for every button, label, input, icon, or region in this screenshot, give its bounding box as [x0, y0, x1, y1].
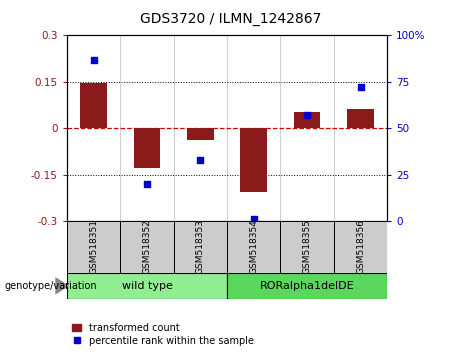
Text: GDS3720 / ILMN_1242867: GDS3720 / ILMN_1242867 — [140, 12, 321, 27]
Text: GSM518351: GSM518351 — [89, 219, 98, 274]
Bar — [67, 273, 227, 299]
Text: genotype/variation: genotype/variation — [5, 281, 97, 291]
Bar — [187, 128, 214, 140]
Bar — [227, 221, 280, 273]
Text: GSM518353: GSM518353 — [196, 219, 205, 274]
Point — [250, 217, 257, 222]
Bar — [67, 221, 120, 273]
Bar — [280, 221, 334, 273]
Text: RORalpha1delDE: RORalpha1delDE — [260, 281, 355, 291]
Legend: transformed count, percentile rank within the sample: transformed count, percentile rank withi… — [72, 323, 254, 346]
Text: GSM518354: GSM518354 — [249, 219, 258, 274]
Polygon shape — [55, 277, 69, 295]
Bar — [174, 221, 227, 273]
Text: wild type: wild type — [122, 281, 172, 291]
Point — [357, 85, 364, 90]
Text: GSM518355: GSM518355 — [302, 219, 312, 274]
Text: GSM518356: GSM518356 — [356, 219, 365, 274]
Point — [303, 113, 311, 118]
Point — [197, 157, 204, 163]
Bar — [134, 128, 160, 168]
Bar — [334, 221, 387, 273]
Point — [90, 57, 97, 62]
Point — [143, 181, 151, 187]
Bar — [80, 83, 107, 128]
Bar — [227, 273, 387, 299]
Bar — [240, 128, 267, 192]
Bar — [294, 112, 320, 128]
Text: GSM518352: GSM518352 — [142, 219, 152, 274]
Bar — [120, 221, 174, 273]
Bar — [347, 109, 374, 128]
